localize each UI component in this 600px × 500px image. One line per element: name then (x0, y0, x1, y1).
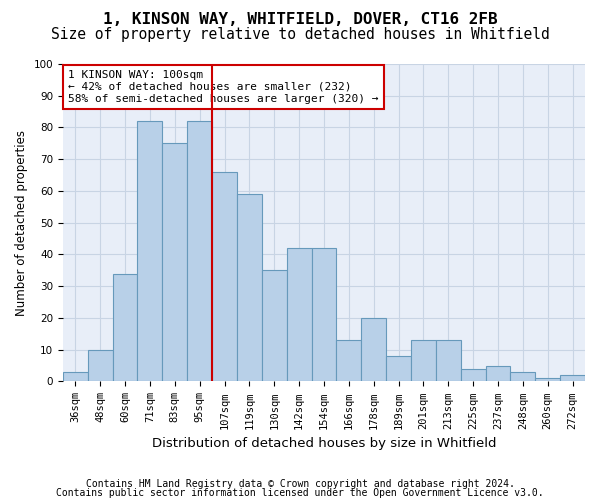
Bar (113, 274, 137, 382)
Bar (262, 270, 287, 382)
Bar (361, 318, 386, 382)
Text: 1 KINSON WAY: 100sqm
← 42% of detached houses are smaller (232)
58% of semi-deta: 1 KINSON WAY: 100sqm ← 42% of detached h… (68, 70, 379, 104)
Bar (137, 121, 163, 382)
Bar (511, 372, 535, 382)
Y-axis label: Number of detached properties: Number of detached properties (15, 130, 28, 316)
Bar (212, 172, 237, 382)
Bar (88, 350, 113, 382)
Bar (63, 372, 88, 382)
Text: Contains HM Land Registry data © Crown copyright and database right 2024.: Contains HM Land Registry data © Crown c… (86, 479, 514, 489)
Bar (163, 144, 187, 382)
Bar (485, 366, 511, 382)
Bar (237, 194, 262, 382)
Bar (535, 378, 560, 382)
Bar (560, 375, 585, 382)
Bar (337, 340, 361, 382)
Text: 1, KINSON WAY, WHITFIELD, DOVER, CT16 2FB: 1, KINSON WAY, WHITFIELD, DOVER, CT16 2F… (103, 12, 497, 28)
Text: Contains public sector information licensed under the Open Government Licence v3: Contains public sector information licen… (56, 488, 544, 498)
Bar (187, 121, 212, 382)
Bar (311, 248, 337, 382)
X-axis label: Distribution of detached houses by size in Whitfield: Distribution of detached houses by size … (152, 437, 496, 450)
Bar (287, 248, 311, 382)
Bar (461, 368, 485, 382)
Bar (436, 340, 461, 382)
Bar (386, 356, 411, 382)
Bar (411, 340, 436, 382)
Text: Size of property relative to detached houses in Whitfield: Size of property relative to detached ho… (50, 28, 550, 42)
